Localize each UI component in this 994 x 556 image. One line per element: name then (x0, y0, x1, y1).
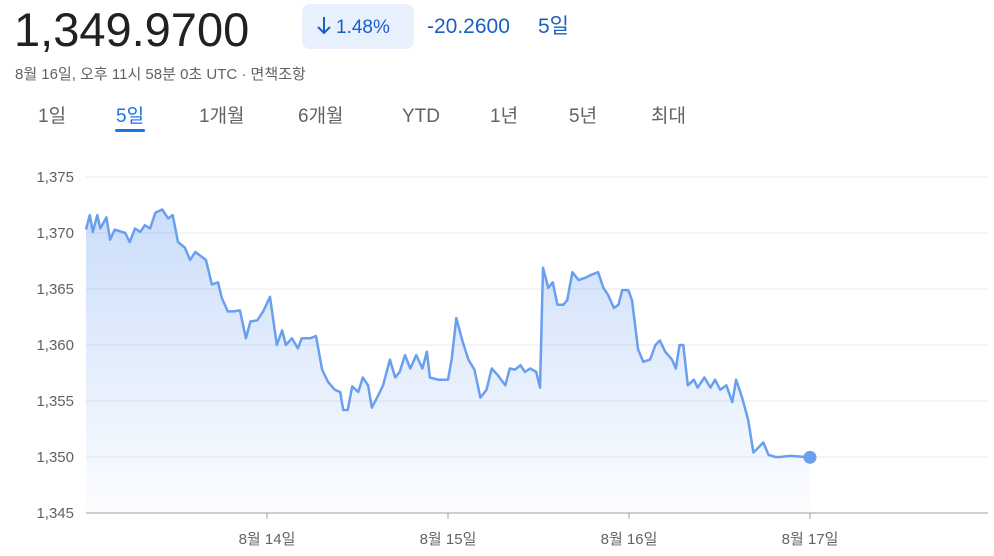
x-tick-label: 8월 15일 (420, 531, 477, 548)
tabs: 1일 5일 1개월 6개월 YTD 1년 5년 최대 (38, 105, 686, 132)
plot: 1,345 1,350 1,355 1,360 1,365 1,370 1,375 8월 14… (36, 169, 988, 548)
y-tick-label: 1,355 (36, 393, 74, 410)
change: -20.2600 (427, 15, 510, 38)
y-tick-label: 1,370 (36, 225, 74, 242)
y-tick-label: 1,365 (36, 281, 74, 298)
y-tick-label: 1,360 (36, 337, 74, 354)
area (86, 209, 811, 513)
x-tick-label: 8월 14일 (239, 531, 296, 548)
x-tick-label: 8월 16일 (601, 531, 658, 548)
timestamp: 8월 16일, 오후 11시 58분 0초 UTC · 면책조항 (15, 66, 306, 83)
tab[interactable]: 6개월 (298, 105, 344, 127)
tab[interactable]: 최대 (651, 105, 686, 127)
tab[interactable]: 5일 (116, 105, 144, 127)
tab[interactable]: 1일 (38, 105, 66, 127)
y-tick-label: 1,375 (36, 169, 74, 186)
price: 1,349.9700 (14, 3, 249, 56)
tab[interactable]: 5년 (569, 105, 597, 127)
tab[interactable]: 1년 (490, 105, 518, 127)
change-badge (302, 4, 414, 49)
tab[interactable]: 1개월 (199, 105, 245, 127)
y-tick-label: 1,345 (36, 505, 74, 522)
y-tick-label: 1,350 (36, 449, 74, 466)
line (84, 208, 811, 459)
change-percent: 1.48% (336, 17, 390, 38)
down-arrow (317, 17, 331, 35)
tab-underline (115, 129, 146, 132)
tab[interactable]: YTD (402, 106, 440, 127)
last-point (803, 450, 817, 464)
x-tick-label: 8월 17일 (782, 531, 839, 548)
period: 5일 (538, 15, 569, 38)
